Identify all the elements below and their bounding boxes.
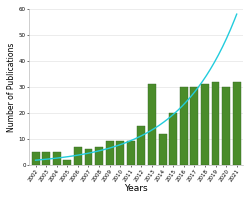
Bar <box>74 147 82 165</box>
Bar <box>148 84 156 165</box>
Bar <box>42 152 50 165</box>
Bar <box>95 147 103 165</box>
Bar <box>212 82 220 165</box>
Bar <box>106 141 114 165</box>
Bar <box>190 87 198 165</box>
Bar <box>158 134 166 165</box>
Bar <box>32 152 40 165</box>
Y-axis label: Number of Publications: Number of Publications <box>7 42 16 132</box>
Bar <box>116 141 124 165</box>
Bar <box>127 141 135 165</box>
Bar <box>63 160 71 165</box>
Bar <box>233 82 241 165</box>
Bar <box>222 87 230 165</box>
X-axis label: Years: Years <box>124 184 148 193</box>
Bar <box>138 126 145 165</box>
Bar <box>201 84 209 165</box>
Bar <box>180 87 188 165</box>
Bar <box>84 149 92 165</box>
Bar <box>53 152 61 165</box>
Bar <box>169 113 177 165</box>
